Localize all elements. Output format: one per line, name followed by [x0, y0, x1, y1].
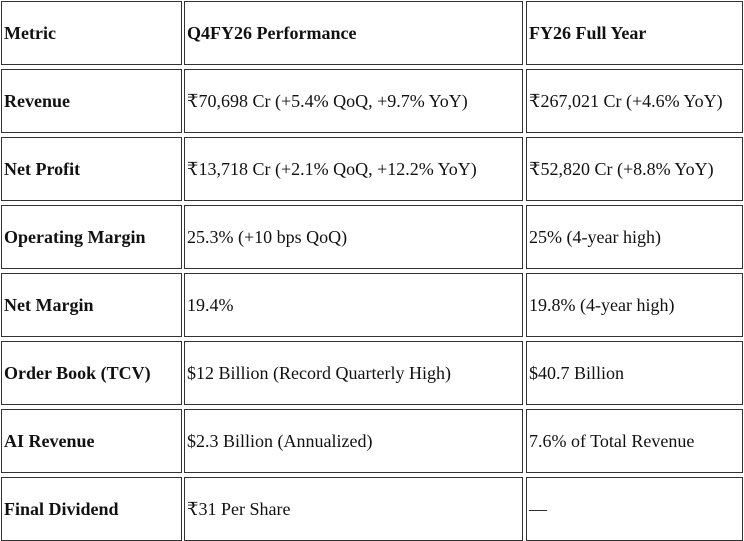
- table-cell: ₹31 Per Share: [184, 477, 523, 541]
- table-cell: —: [526, 477, 743, 541]
- table-cell: Order Book (TCV): [1, 341, 182, 405]
- table-cell: $2.3 Billion (Annualized): [184, 409, 523, 473]
- table-cell: 19.4%: [184, 273, 523, 337]
- table-cell: Net Margin: [1, 273, 182, 337]
- table-cell: Final Dividend: [1, 477, 182, 541]
- table-cell: Revenue: [1, 69, 182, 133]
- table-cell: $40.7 Billion: [526, 341, 743, 405]
- table-cell: Net Profit: [1, 137, 182, 201]
- table-cell: 25% (4-year high): [526, 205, 743, 269]
- table-cell: 7.6% of Total Revenue: [526, 409, 743, 473]
- table-cell: ₹13,718 Cr (+2.1% QoQ, +12.2% YoY): [184, 137, 523, 201]
- table-cell: 25.3% (+10 bps QoQ): [184, 205, 523, 269]
- table-cell: Operating Margin: [1, 205, 182, 269]
- table-cell: ₹70,698 Cr (+5.4% QoQ, +9.7% YoY): [184, 69, 523, 133]
- table-cell: $12 Billion (Record Quarterly High): [184, 341, 523, 405]
- header-cell: FY26 Full Year: [526, 1, 743, 65]
- table-cell: 19.8% (4-year high): [526, 273, 743, 337]
- table-cell: ₹267,021 Cr (+4.6% YoY): [526, 69, 743, 133]
- header-cell: Q4FY26 Performance: [184, 1, 523, 65]
- header-cell: Metric: [1, 1, 182, 65]
- table-cell: ₹52,820 Cr (+8.8% YoY): [526, 137, 743, 201]
- table-cell: AI Revenue: [1, 409, 182, 473]
